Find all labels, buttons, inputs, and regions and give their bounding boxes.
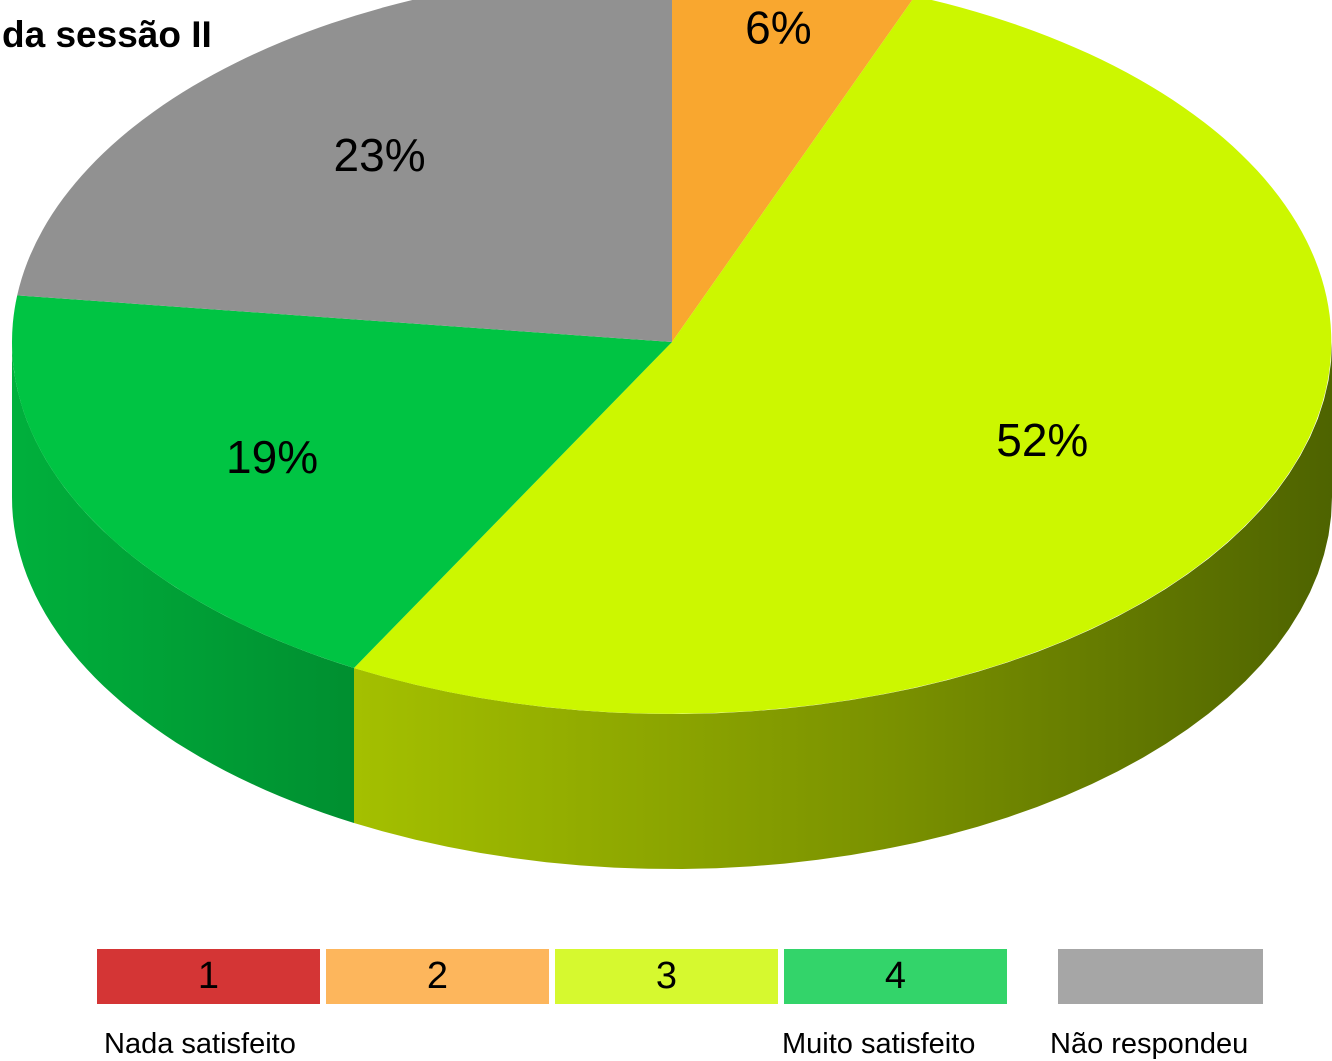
pie-slice-3 bbox=[354, 0, 1332, 714]
scale-box-2: 2 bbox=[326, 949, 549, 1004]
scale-box-3-label: 3 bbox=[655, 955, 678, 997]
pie-label-3: 52% bbox=[996, 414, 1088, 466]
low-caption: Nada satisfeito bbox=[104, 1028, 296, 1060]
pie-label-4: 19% bbox=[226, 431, 318, 483]
pie-label-2: 6% bbox=[745, 2, 811, 54]
scale-box-2-label: 2 bbox=[426, 955, 449, 997]
satisfaction-scale: 1 2 3 4 bbox=[97, 949, 1007, 1004]
high-caption: Muito satisfeito bbox=[782, 1028, 976, 1060]
no-answer-box bbox=[1058, 949, 1263, 1004]
scale-box-4-label: 4 bbox=[884, 955, 907, 997]
pie-side-4 bbox=[12, 342, 354, 823]
pie-slice-4 bbox=[11, 295, 672, 668]
scale-box-1: 1 bbox=[97, 949, 320, 1004]
no-answer-caption: Não respondeu bbox=[1050, 1028, 1249, 1060]
chart-title: da sessão II bbox=[2, 14, 212, 55]
pie-side-3 bbox=[354, 342, 1332, 869]
pie-slice-não-respondeu bbox=[17, 0, 672, 342]
pie-chart: 6% 52% 19% 23% bbox=[11, 0, 1332, 869]
scale-box-4: 4 bbox=[784, 949, 1007, 1004]
scale-box-1-label: 1 bbox=[197, 955, 220, 997]
scale-box-3: 3 bbox=[555, 949, 778, 1004]
pie-label-não-respondeu: 23% bbox=[334, 129, 426, 181]
pie-slice-2 bbox=[672, 0, 913, 342]
